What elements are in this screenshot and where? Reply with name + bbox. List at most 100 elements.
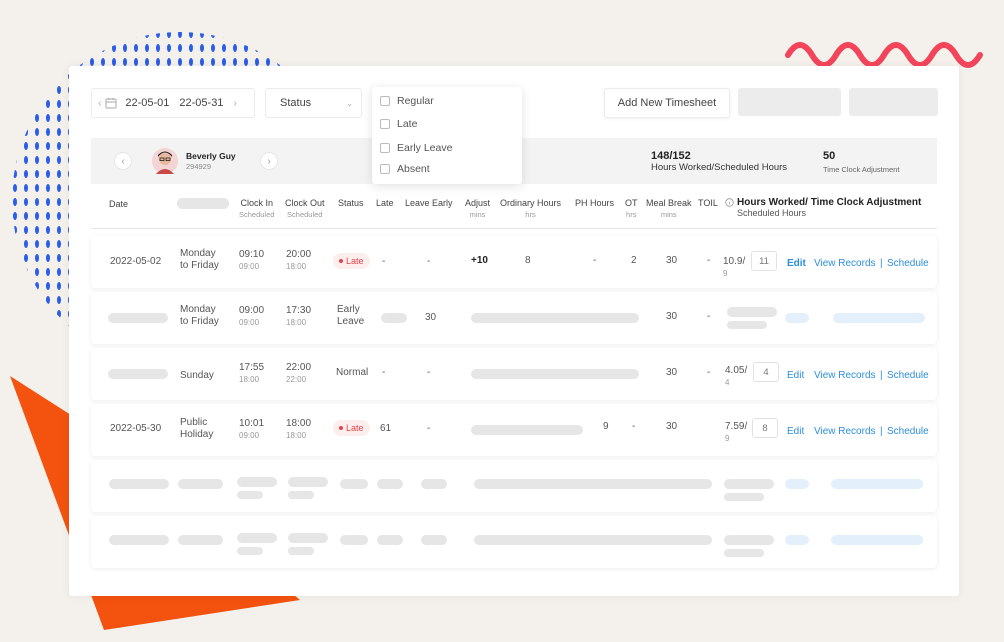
- row-clock-out: 17:30 18:00: [286, 305, 312, 327]
- row-ot: 2: [631, 255, 637, 266]
- placeholder-bar: [340, 535, 368, 545]
- row-status: Normal: [336, 367, 369, 378]
- status-option-late[interactable]: Late: [380, 118, 417, 130]
- placeholder-bar: [724, 493, 764, 501]
- prev-employee-button[interactable]: ‹: [114, 152, 132, 170]
- header-late: Late: [376, 198, 394, 208]
- table-row[interactable]: Sunday 17:55 18:00 22:00 22:00 Normal - - …: [91, 348, 937, 400]
- placeholder-bar: [109, 479, 169, 489]
- date-start[interactable]: 22-05-01: [125, 97, 170, 109]
- table-row[interactable]: 2022-05-30 Public Holiday 10:01 09:00 18:0…: [91, 404, 937, 456]
- calendar-icon: [105, 98, 117, 109]
- row-clock-out: 18:00 18:00: [286, 418, 312, 440]
- row-hours-worked: 7.59/9: [725, 421, 748, 443]
- placeholder-bar: [785, 535, 809, 545]
- row-ph-hours: 9: [603, 421, 609, 432]
- row-clock-in: 17:55 18:00: [239, 362, 265, 384]
- header-ot: OT hrs: [625, 198, 638, 219]
- edit-link[interactable]: Edit: [787, 370, 805, 381]
- checkbox[interactable]: [380, 119, 390, 129]
- header-ph-hours: PH Hours: [575, 198, 615, 208]
- placeholder-bar: [474, 535, 712, 545]
- adjustment-input[interactable]: 4: [753, 362, 779, 382]
- row-hours-worked: 10.9/9: [723, 256, 746, 278]
- adjustment-summary-label: Time Clock Adjustment: [823, 165, 900, 174]
- header-date: Date: [109, 199, 129, 209]
- row-late: -: [382, 367, 386, 378]
- schedule-link[interactable]: Schedule: [887, 426, 929, 437]
- adjustment-input[interactable]: 8: [752, 418, 778, 438]
- table-row: [91, 460, 937, 512]
- header-divider: [91, 228, 937, 229]
- checkbox[interactable]: [380, 96, 390, 106]
- checkbox[interactable]: [380, 164, 390, 174]
- status-option-early-leave[interactable]: Early Leave: [380, 142, 452, 154]
- date-range-picker[interactable]: ‹ 22-05-01 22-05-31 ›: [91, 88, 255, 118]
- row-hours-worked: 4.05/4: [725, 365, 748, 387]
- placeholder-bar: [727, 307, 777, 317]
- table-row[interactable]: Monday to Friday 09:00 09:00 17:30 18:00 Ea…: [91, 292, 937, 344]
- adjustment-summary-value: 50: [823, 150, 836, 162]
- status-option-regular[interactable]: Regular: [380, 95, 434, 107]
- view-records-link[interactable]: View Records: [814, 370, 876, 381]
- toolbar-button-placeholder[interactable]: [738, 88, 841, 116]
- row-ot: -: [632, 421, 636, 432]
- row-day: Monday to Friday: [180, 304, 219, 327]
- header-leave-early: Leave Early: [405, 198, 453, 208]
- edit-link[interactable]: Edit: [787, 258, 806, 269]
- status-dropdown: Regular Late Early Leave Absent: [372, 87, 522, 184]
- placeholder-bar: [237, 547, 263, 555]
- placeholder-bar: [785, 479, 809, 489]
- placeholder-bar: [178, 479, 223, 489]
- link-separator: |: [880, 426, 883, 437]
- placeholder-bar: [108, 313, 168, 323]
- next-employee-button[interactable]: ›: [260, 152, 278, 170]
- employee-name: Beverly Guy: [186, 151, 236, 161]
- row-date: 2022-05-02: [110, 256, 162, 267]
- status-option-absent[interactable]: Absent: [380, 163, 430, 175]
- row-leave-early: 30: [425, 312, 437, 323]
- adjustment-input[interactable]: 11: [751, 251, 777, 271]
- placeholder-bar: [724, 549, 764, 557]
- status-dot-icon: [339, 426, 343, 430]
- table-row[interactable]: 2022-05-02 Monday to Friday 09:10 09:00 20…: [91, 236, 937, 288]
- row-late: 61: [380, 423, 392, 434]
- chevron-right-icon[interactable]: ›: [233, 97, 237, 109]
- chevron-left-icon[interactable]: ‹: [98, 97, 102, 109]
- row-toil: -: [707, 367, 711, 378]
- status-badge: Late: [333, 420, 370, 436]
- header-clock-in: Clock In Scheduled: [239, 198, 275, 219]
- header-adjust: Adjust mins: [465, 198, 491, 219]
- info-icon[interactable]: [725, 198, 734, 207]
- schedule-link[interactable]: Schedule: [887, 370, 929, 381]
- add-timesheet-button[interactable]: Add New Timesheet: [604, 88, 730, 118]
- placeholder-bar: [785, 313, 809, 323]
- row-toil: -: [707, 311, 711, 322]
- checkbox[interactable]: [380, 143, 390, 153]
- row-day: Public Holiday: [180, 417, 214, 440]
- placeholder-bar: [108, 369, 168, 379]
- placeholder-bar: [471, 369, 639, 379]
- table-row: [91, 516, 937, 568]
- row-status: Early Leave: [337, 304, 365, 327]
- view-records-link[interactable]: View Records: [814, 426, 876, 437]
- toolbar-button-placeholder[interactable]: [849, 88, 938, 116]
- row-day: Sunday: [180, 370, 214, 381]
- placeholder-bar: [421, 535, 447, 545]
- status-select[interactable]: Status ⌄: [265, 88, 362, 118]
- date-end[interactable]: 22-05-31: [179, 97, 224, 109]
- placeholder-bar: [237, 491, 263, 499]
- employee-id: 294929: [186, 162, 212, 171]
- header-placeholder: [177, 198, 229, 209]
- placeholder-bar: [237, 477, 277, 487]
- row-clock-in: 10:01 09:00: [239, 418, 265, 440]
- schedule-link[interactable]: Schedule: [887, 258, 929, 269]
- row-ordinary-hours: 8: [525, 255, 531, 266]
- row-clock-out: 22:00 22:00: [286, 362, 312, 384]
- row-meal-break: 30: [666, 367, 678, 378]
- header-clock-out: Clock Out Scheduled: [285, 198, 325, 219]
- edit-link[interactable]: Edit: [787, 426, 805, 437]
- timesheet-card: ‹ 22-05-01 22-05-31 › Status ⌄ Regular L…: [69, 66, 959, 596]
- view-records-link[interactable]: View Records: [814, 258, 876, 269]
- header-status: Status: [338, 198, 364, 208]
